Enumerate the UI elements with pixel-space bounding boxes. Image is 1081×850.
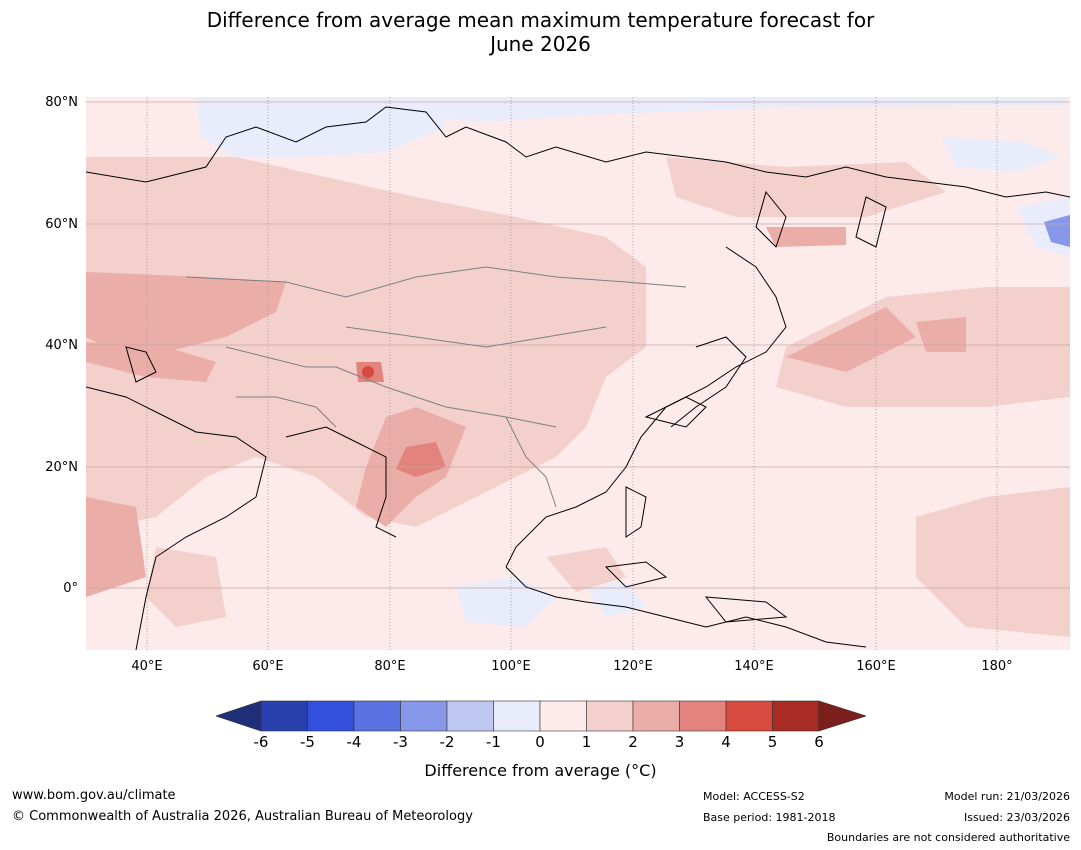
cool-anomaly-arctic-coast xyxy=(386,97,1066,122)
lon-label-160e: 160°E xyxy=(856,659,896,674)
warm-anomaly-okhotsk xyxy=(766,227,846,247)
coastline-korea xyxy=(644,396,707,428)
warm-anomaly-bengal xyxy=(396,442,446,477)
colorbar-tick-label: -2 xyxy=(439,733,455,751)
coastlines xyxy=(86,106,1070,650)
coastline-philippines xyxy=(625,486,647,538)
colorbar-swatch xyxy=(446,700,494,732)
model-run-date: Model run: 21/03/2026 xyxy=(944,790,1070,803)
lon-label-180: 180° xyxy=(981,659,1013,674)
coastline-borneo xyxy=(604,561,668,588)
lon-label-120e: 120°E xyxy=(613,659,653,674)
base-period-info: Base period: 1981-2018 xyxy=(703,811,836,824)
colorbar-tick-label: 4 xyxy=(721,733,731,751)
border-iran-afghanistan xyxy=(236,396,337,428)
warm-anomaly-arabian-sea xyxy=(146,547,226,627)
border-russia-south xyxy=(185,266,687,298)
lon-label-40e: 40°E xyxy=(131,659,163,674)
border-indochina xyxy=(505,416,557,508)
colorbar-label: Difference from average (°C) xyxy=(424,761,657,780)
colorbar-arrow-low xyxy=(216,700,262,732)
colorbar-swatch xyxy=(307,700,355,732)
colorbar-swatch xyxy=(679,700,727,732)
coastline-indonesia xyxy=(505,566,867,648)
warm-anomaly-north-pacific xyxy=(776,287,1070,407)
colorbar-tick-label: -1 xyxy=(486,733,501,751)
copyright-notice: © Commonwealth of Australia 2026, Austra… xyxy=(12,809,473,824)
lat-label-80n: 80°N xyxy=(45,95,78,110)
colorbar-swatch xyxy=(725,700,773,732)
colorbar-arrow-high xyxy=(818,700,866,732)
border-himalaya xyxy=(335,366,557,428)
cool-anomaly-arctic xyxy=(196,97,446,157)
lon-label-60e: 60°E xyxy=(252,659,284,674)
border-china-north xyxy=(345,326,607,348)
warm-anomaly-eurasia xyxy=(86,157,646,527)
coastline-sakhalin xyxy=(755,190,787,248)
colorbar xyxy=(216,700,866,732)
parallels xyxy=(86,101,1070,589)
country-borders xyxy=(185,266,687,508)
model-info: Model: ACCESS-S2 xyxy=(703,790,805,803)
warm-anomaly-central-pacific xyxy=(916,487,1070,637)
colorbar-tick-label: -3 xyxy=(393,733,408,751)
colorbar-swatch xyxy=(400,700,448,732)
lat-label-20n: 20°N xyxy=(45,460,78,475)
coastline-india xyxy=(285,426,397,538)
border-central-asia xyxy=(225,346,336,368)
colorbar-tick-label: -5 xyxy=(300,733,315,751)
colorbar-swatch xyxy=(539,700,587,732)
cool-anomaly-pacific-core xyxy=(1044,215,1070,247)
coastline-kamchatka xyxy=(855,196,887,248)
colorbar-tick-label: -6 xyxy=(253,733,269,751)
colorbar-swatch xyxy=(493,700,541,732)
colorbar-tick-label: 1 xyxy=(581,733,592,751)
lat-label-40n: 40°N xyxy=(45,338,78,353)
lat-label-60n: 60°N xyxy=(45,217,78,232)
warm-anomaly-central-asia xyxy=(86,272,286,352)
lat-label-0: 0° xyxy=(63,581,78,596)
boundary-disclaimer: Boundaries are not considered authoritat… xyxy=(826,831,1070,844)
website-link[interactable]: www.bom.gov.au/climate xyxy=(12,788,176,803)
cool-anomaly-indian-ocean xyxy=(456,577,556,627)
coastline-japan xyxy=(670,336,747,428)
colorbar-swatch xyxy=(586,700,634,732)
map-title: Difference from average mean maximum tem… xyxy=(0,8,1081,56)
colorbar-swatch xyxy=(353,700,401,732)
coastline-caspian xyxy=(125,346,157,383)
forecast-map xyxy=(86,97,1070,650)
warm-anomaly-pacific-patch xyxy=(916,317,966,352)
cool-anomaly-kamchatka xyxy=(941,137,1061,172)
warm-anomaly-east-africa xyxy=(86,497,146,597)
colorbar-swatch xyxy=(772,700,820,732)
issued-date: Issued: 23/03/2026 xyxy=(963,811,1070,824)
colorbar-swatch xyxy=(632,700,680,732)
graticule xyxy=(146,97,998,650)
colorbar-tick-label: 2 xyxy=(628,733,638,751)
warm-anomaly-pacific-band xyxy=(786,307,916,372)
colorbar-tick-label: 3 xyxy=(674,733,685,751)
lon-label-100e: 100°E xyxy=(491,659,531,674)
coastline-arabia-africa xyxy=(86,386,267,650)
warm-anomaly-tibet-core xyxy=(362,366,374,378)
colorbar-tick-label: -4 xyxy=(346,733,362,751)
title-line-2: June 2026 xyxy=(490,32,591,56)
warm-anomaly-south-china-sea xyxy=(546,547,626,592)
colorbar-tick-label: 6 xyxy=(814,733,824,751)
coastline-new-guinea xyxy=(704,596,788,623)
lon-label-140e: 140°E xyxy=(734,659,774,674)
map-svg xyxy=(86,97,1070,650)
coastline-arctic xyxy=(86,106,1070,198)
lon-label-80e: 80°E xyxy=(374,659,406,674)
title-line-1: Difference from average mean maximum tem… xyxy=(206,8,875,32)
colorbar-swatch xyxy=(260,700,308,732)
colorbar-tick-label: 5 xyxy=(767,733,778,751)
colorbar-tick-label: 0 xyxy=(535,733,545,751)
